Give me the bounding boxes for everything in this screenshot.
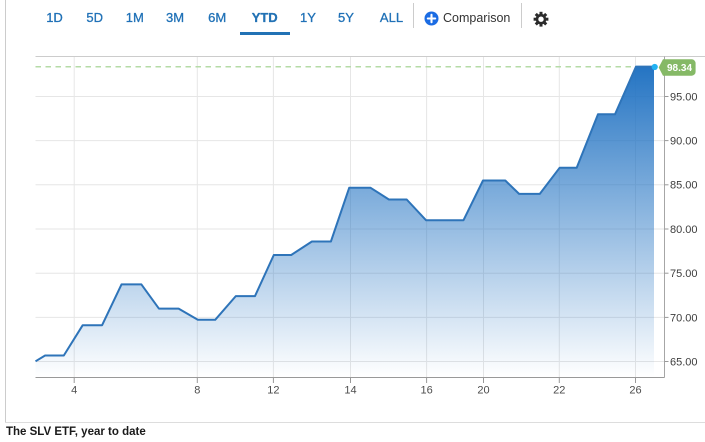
svg-text:80.00: 80.00	[670, 224, 698, 236]
svg-text:98.34: 98.34	[667, 63, 692, 74]
svg-text:90.00: 90.00	[670, 136, 698, 148]
svg-text:85.00: 85.00	[670, 180, 698, 192]
svg-text:75.00: 75.00	[670, 268, 698, 280]
svg-text:70.00: 70.00	[670, 312, 698, 324]
svg-text:14: 14	[344, 385, 356, 397]
svg-text:65.00: 65.00	[670, 356, 698, 368]
svg-text:20: 20	[477, 385, 489, 397]
svg-text:22: 22	[553, 385, 565, 397]
svg-text:95.00: 95.00	[670, 91, 698, 103]
svg-text:16: 16	[420, 385, 432, 397]
svg-text:8: 8	[194, 385, 200, 397]
svg-text:4: 4	[71, 385, 77, 397]
svg-text:12: 12	[267, 385, 279, 397]
svg-text:26: 26	[629, 385, 641, 397]
